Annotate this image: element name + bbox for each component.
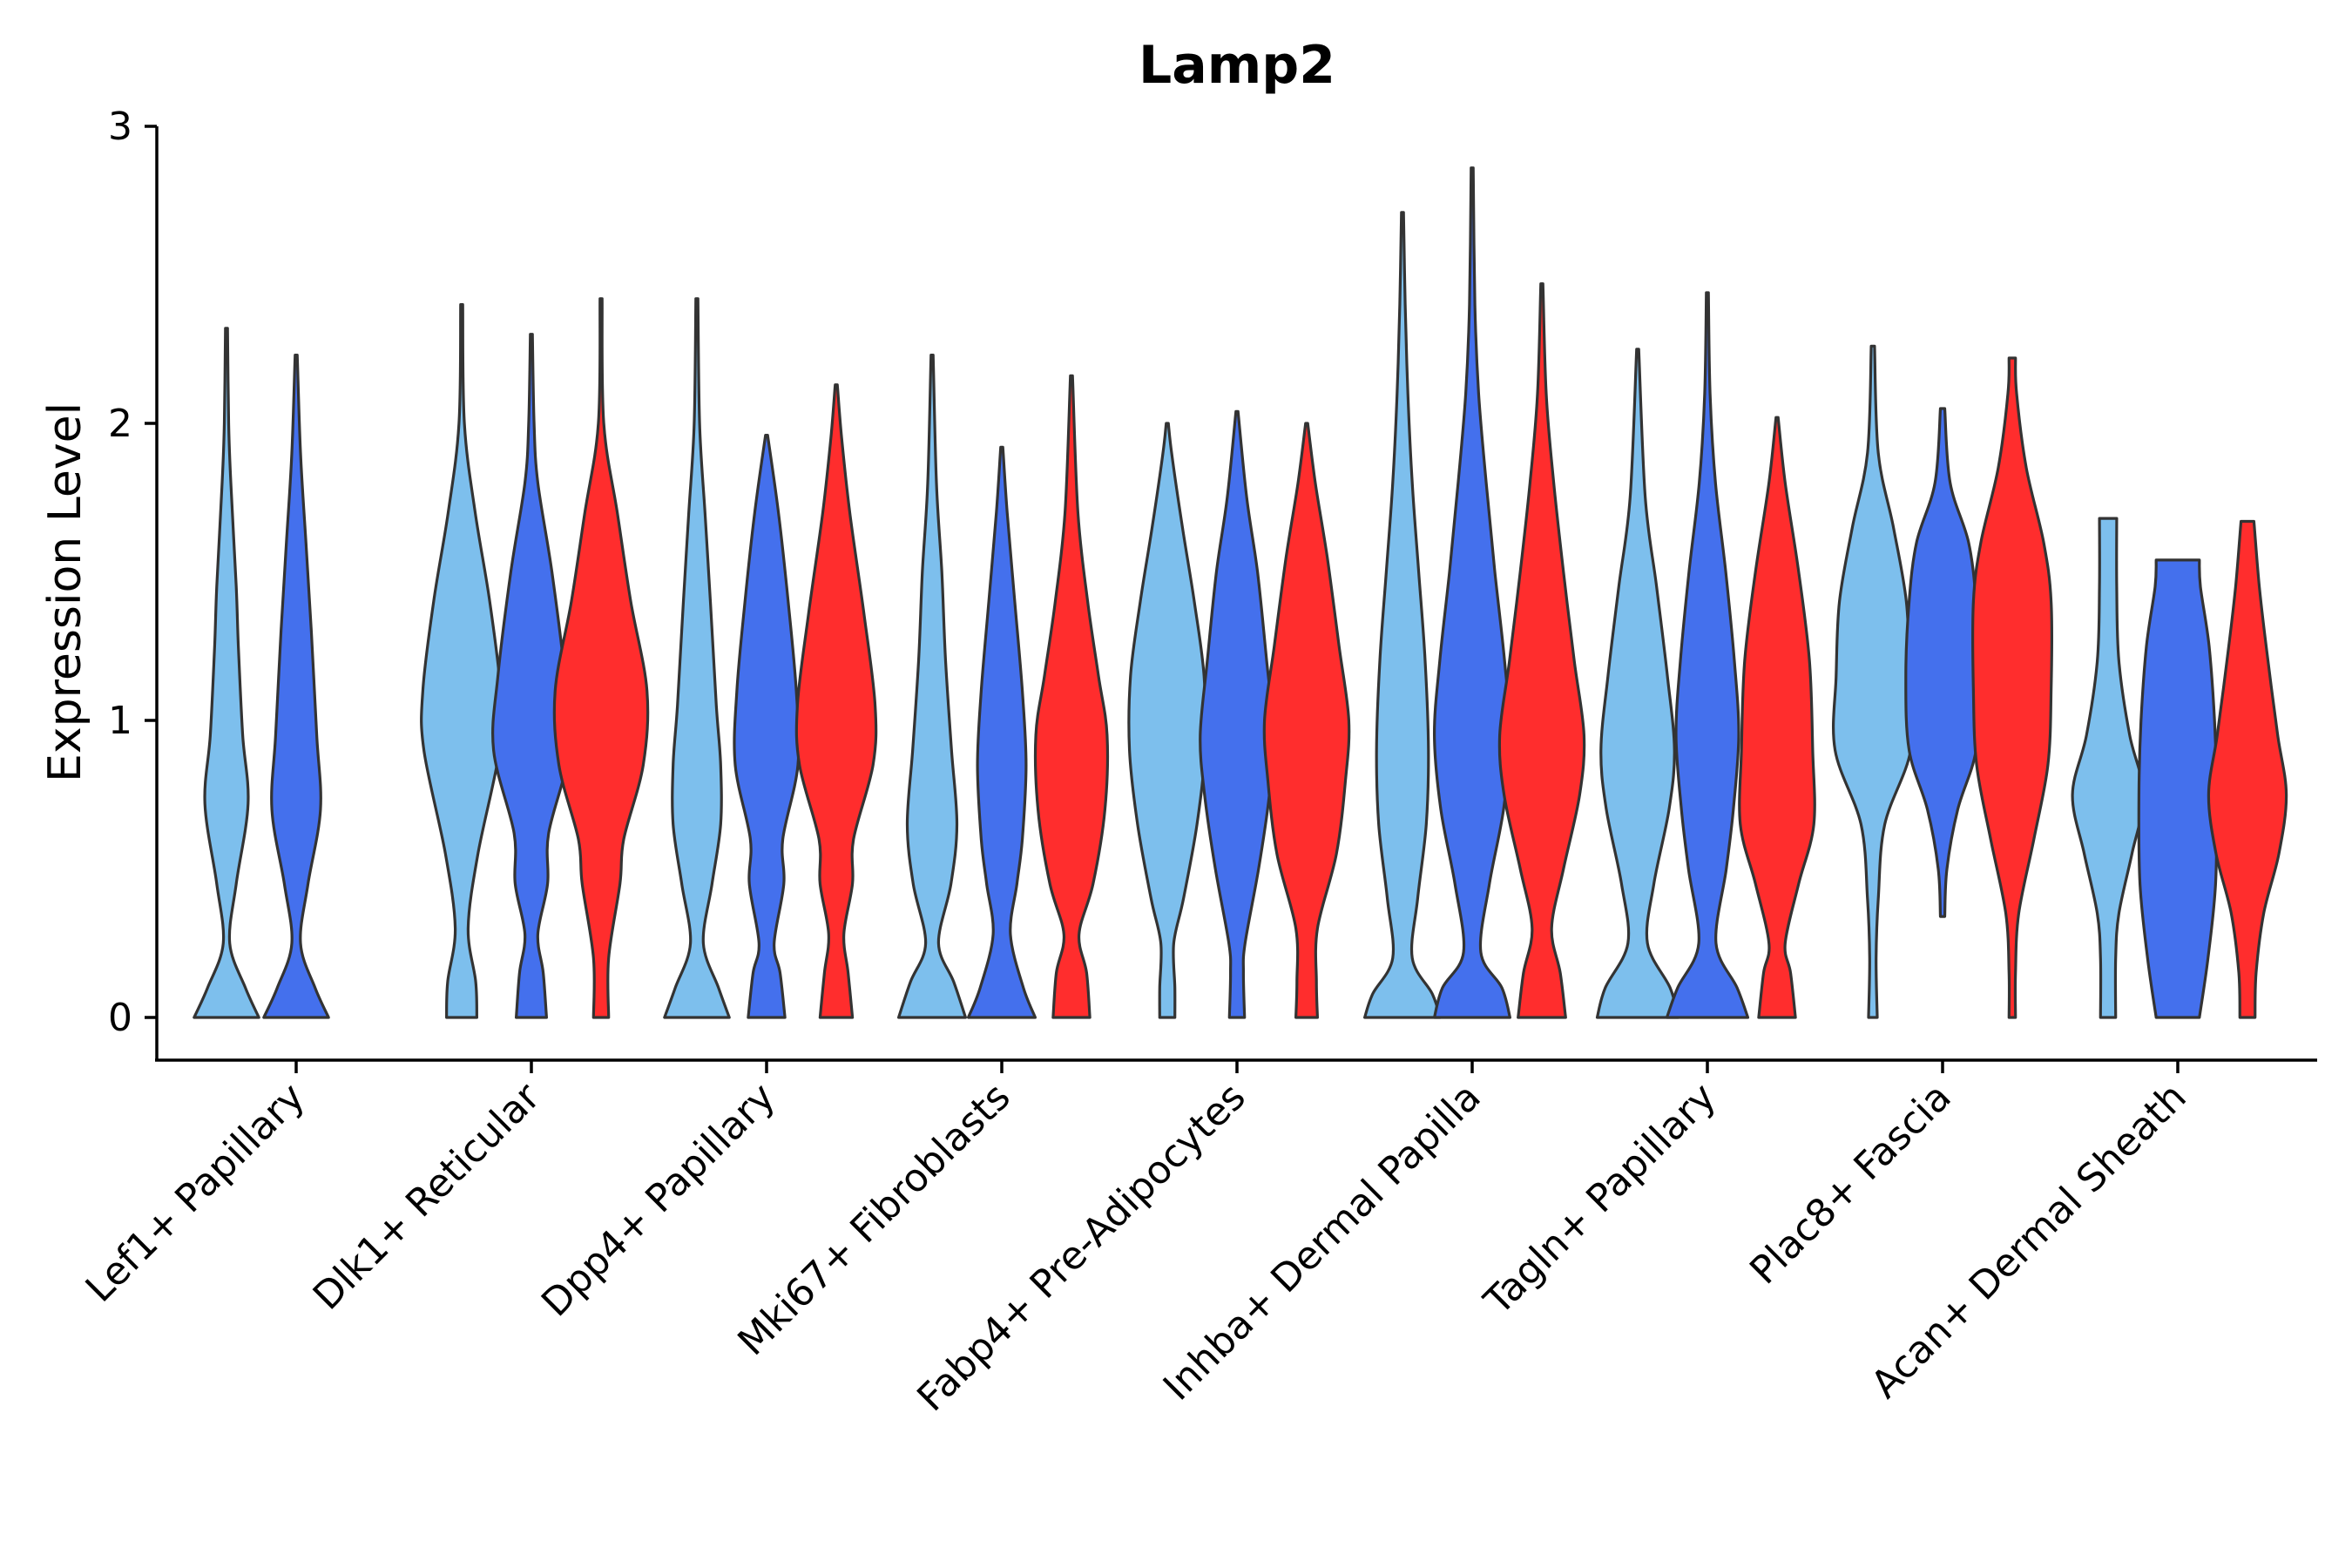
violin-mki67-fibroblasts-series-3: [1033, 374, 1110, 1019]
chart-title: Lamp2: [1139, 35, 1335, 96]
violin-inhba-dermal-papilla-series-2: [1432, 166, 1512, 1019]
violin-tagln-papillary-series-1: [1595, 348, 1680, 1019]
violin-inhba-dermal-papilla-series-1: [1363, 211, 1442, 1019]
y-tick-label: 0: [108, 996, 132, 1040]
violin-dpp4-papillary-series-2: [733, 434, 801, 1019]
x-tick-label: Lef1+ Papillary: [78, 1075, 314, 1311]
y-axis-ticks: 0 1 2 3: [108, 105, 157, 1040]
violin-acan-dermal-sheath-series-3: [2207, 519, 2288, 1019]
violin-fabp4-pre-adipocytes-series-3: [1262, 422, 1351, 1019]
violin-plac8-fascia-series-1: [1831, 344, 1915, 1019]
violin-dlk1-reticular-series-1: [420, 303, 504, 1019]
violin-fabp4-pre-adipocytes-series-2: [1199, 409, 1275, 1019]
violin-acan-dermal-sheath-series-1: [2071, 517, 2146, 1019]
violin-tagln-papillary-series-3: [1738, 416, 1816, 1019]
violin-tagln-papillary-series-2: [1665, 291, 1750, 1019]
y-tick-label: 1: [108, 699, 132, 743]
violin-dpp4-papillary-series-1: [663, 297, 731, 1019]
x-tick-label: Dpp4+ Papillary: [533, 1075, 784, 1326]
violin-mki67-fibroblasts-series-2: [967, 445, 1037, 1019]
violin-layer: [193, 166, 2288, 1019]
violin-plac8-fascia-series-2: [1904, 407, 1981, 918]
x-tick-label: Dlk1+ Reticular: [305, 1074, 550, 1319]
violin-dlk1-reticular-series-2: [491, 333, 571, 1019]
violin-fabp4-pre-adipocytes-series-1: [1127, 422, 1207, 1019]
y-axis-label: Expression Level: [39, 402, 91, 782]
violin-inhba-dermal-papilla-series-3: [1497, 282, 1586, 1019]
x-tick-label: Tagln+ Papillary: [1476, 1075, 1725, 1324]
violin-lef1-papillary-series-1: [193, 327, 260, 1019]
violin-plac8-fascia-series-3: [1970, 356, 2054, 1019]
violin-mki67-fibroblasts-series-1: [897, 354, 967, 1019]
y-tick-label: 2: [108, 402, 132, 446]
x-tick-label: Plac8+ Fascia: [1741, 1075, 1960, 1294]
violin-dlk1-reticular-series-3: [552, 297, 650, 1019]
violin-lef1-papillary-series-2: [262, 354, 330, 1019]
violin-acan-dermal-sheath-series-2: [2137, 558, 2219, 1019]
y-tick-label: 3: [108, 105, 132, 149]
violin-dpp4-papillary-series-3: [794, 383, 878, 1019]
